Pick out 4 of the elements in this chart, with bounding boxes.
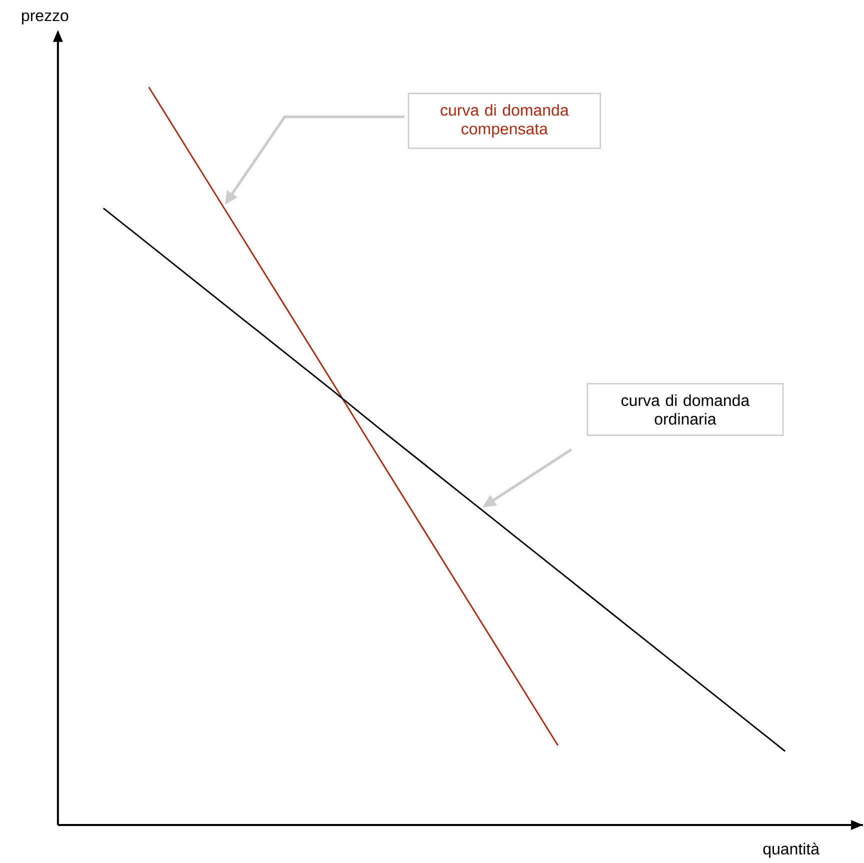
x-axis-title: quantità xyxy=(763,842,820,858)
annotation: curva di domanda compensata xyxy=(440,104,569,138)
y-axis-title: prezzo xyxy=(22,12,68,24)
annotation: curva di domanda ordinaria xyxy=(621,394,750,425)
